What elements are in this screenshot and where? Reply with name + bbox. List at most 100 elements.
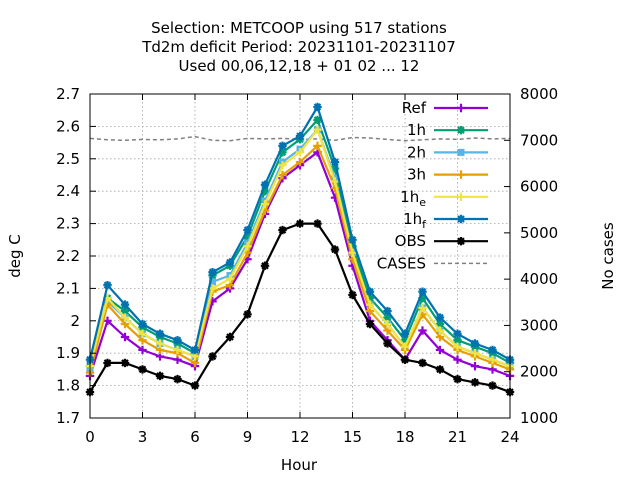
y-axis-label: deg C (6, 234, 24, 278)
y2-tick-label: 7000 (520, 131, 558, 149)
data-point (418, 358, 427, 368)
marker-star (225, 332, 235, 342)
data-point (278, 225, 287, 235)
data-point (348, 248, 357, 257)
marker-star (243, 310, 252, 319)
x-tick-label: 15 (343, 428, 362, 446)
y2-tick-label: 1000 (520, 409, 558, 427)
data-point (243, 310, 252, 319)
legend-label-text: 2h (407, 143, 426, 161)
marker-star (488, 345, 497, 355)
data-point (120, 300, 130, 309)
legend-item: CASES (377, 254, 488, 272)
data-point (120, 306, 130, 316)
marker-plus (103, 316, 112, 325)
data-point (138, 345, 147, 355)
marker-star (348, 290, 357, 300)
y-tick-label: 1.9 (56, 344, 80, 362)
y2-tick-label: 2000 (520, 363, 558, 381)
y2-tick-label: 4000 (520, 270, 558, 288)
data-point (295, 157, 305, 167)
marker-star (348, 242, 357, 251)
marker-star (225, 258, 235, 267)
marker-star (295, 219, 305, 228)
data-point (208, 268, 217, 277)
data-point (365, 300, 375, 309)
marker-star (418, 287, 427, 296)
marker-star (278, 141, 287, 151)
marker-star (383, 339, 392, 348)
data-point (120, 358, 130, 368)
marker-plus (330, 177, 340, 186)
x-tick-label: 6 (190, 428, 200, 446)
marker-plus (435, 345, 445, 355)
legend-label: 1h (407, 121, 426, 139)
legend-label: 1he (400, 188, 426, 209)
data-point (138, 365, 147, 374)
data-point (488, 345, 497, 355)
marker-star (453, 336, 462, 345)
data-point (260, 199, 270, 209)
data-point (313, 219, 322, 228)
data-point (155, 339, 165, 348)
data-point (103, 280, 112, 290)
data-point (365, 319, 375, 329)
marker-star (470, 378, 480, 387)
data-point (400, 355, 410, 364)
data-point (453, 374, 462, 384)
data-point (470, 339, 480, 348)
marker-star (120, 358, 130, 368)
data-point (278, 161, 287, 170)
marker-plus (260, 199, 270, 209)
legend-label-text: Ref (402, 99, 427, 117)
legend-marker (456, 237, 466, 246)
y-tick-label: 2.6 (56, 117, 80, 135)
marker-star (435, 365, 445, 374)
legend-marker (456, 214, 466, 224)
y2-tick-label: 5000 (520, 224, 558, 242)
y-tick-label: 2.4 (56, 182, 80, 200)
marker-plus (348, 248, 357, 257)
marker-star (208, 352, 217, 361)
marker-plus (383, 319, 392, 329)
marker-star (383, 313, 392, 322)
data-point (190, 381, 200, 390)
marker-plus (456, 170, 466, 179)
data-point (330, 164, 340, 173)
marker-star (155, 329, 165, 338)
data-point (330, 177, 340, 186)
legend-label-text: 1h (400, 188, 419, 206)
y-tick-label: 1.7 (56, 409, 80, 427)
marker-star (400, 336, 410, 345)
x-tick-label: 0 (85, 428, 95, 446)
data-point (348, 290, 357, 300)
marker-plus (470, 361, 480, 371)
marker-star (278, 148, 287, 157)
data-point (173, 374, 182, 384)
marker-star (330, 245, 340, 254)
data-point (383, 319, 392, 329)
marker-plus (313, 125, 322, 134)
marker-plus (313, 141, 322, 151)
marker-plus (243, 242, 252, 251)
data-point (435, 313, 445, 322)
data-point (138, 329, 147, 338)
data-point (278, 170, 287, 180)
legend-item: 1h (407, 121, 488, 139)
data-point (138, 319, 147, 329)
data-point (435, 365, 445, 374)
title-line-2: Td2m deficit Period: 20231101-20231107 (141, 38, 456, 56)
marker-star (313, 102, 322, 112)
marker-plus (295, 157, 305, 167)
y2-tick-label: 6000 (520, 178, 558, 196)
data-point (435, 319, 445, 329)
marker-plus (278, 170, 287, 180)
marker-plus (418, 326, 427, 335)
legend-marker (456, 126, 466, 135)
data-point (278, 141, 287, 151)
marker-star (348, 235, 357, 244)
marker-star (260, 180, 270, 189)
data-point (155, 371, 165, 381)
legend-label-text: 1h (403, 210, 422, 228)
legend-marker (456, 192, 466, 201)
